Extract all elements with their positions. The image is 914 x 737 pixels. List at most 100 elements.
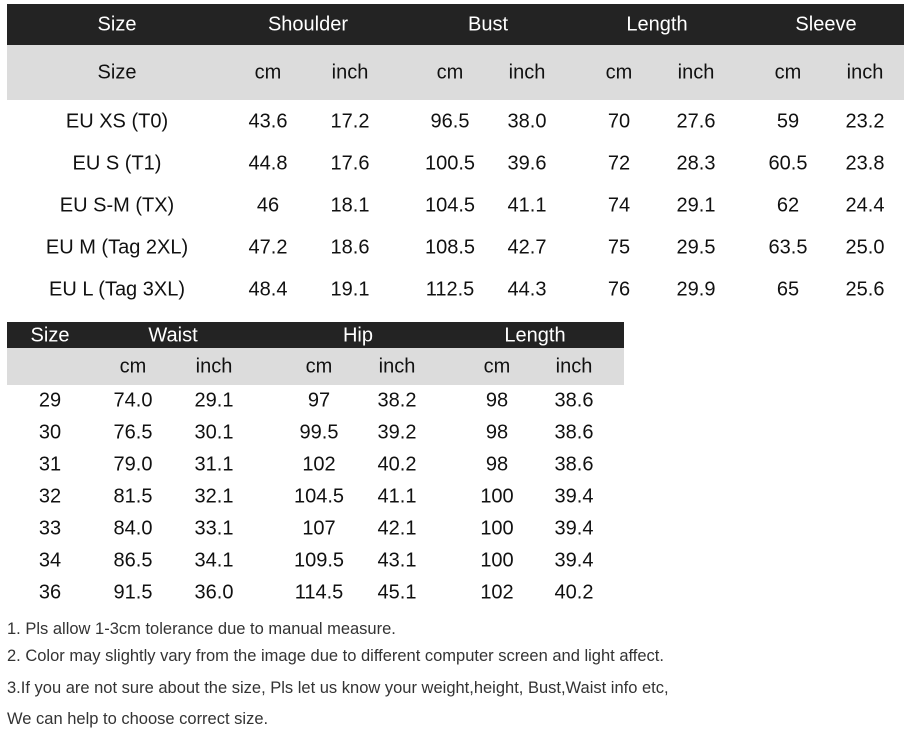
table-cell: 102 bbox=[480, 581, 514, 604]
table-cell: 102 bbox=[302, 453, 336, 476]
table-cell: 74.0 bbox=[113, 389, 153, 412]
column-subheader: cm bbox=[774, 61, 802, 84]
table-cell: 40.2 bbox=[554, 581, 594, 604]
table-cell: 43.1 bbox=[377, 549, 417, 572]
table-cell: 39.4 bbox=[554, 485, 594, 508]
table-cell: 97 bbox=[307, 389, 331, 412]
table-cell: 42.1 bbox=[377, 517, 417, 540]
table-cell: 38.6 bbox=[554, 421, 594, 444]
table-cell: 39.2 bbox=[377, 421, 417, 444]
table-cell: 39.6 bbox=[507, 152, 547, 175]
top-table-subheader-bar bbox=[7, 45, 904, 100]
table-cell: 99.5 bbox=[299, 421, 339, 444]
table-cell: 114.5 bbox=[294, 581, 344, 604]
column-subheader: inch bbox=[846, 61, 884, 84]
column-group-header: Length bbox=[504, 324, 566, 347]
table-cell: 86.5 bbox=[113, 549, 153, 572]
column-subheader: inch bbox=[195, 355, 233, 378]
table-cell: 29 bbox=[38, 389, 62, 412]
table-cell: 36.0 bbox=[194, 581, 234, 604]
table-cell: 107 bbox=[302, 517, 336, 540]
table-cell: 34.1 bbox=[194, 549, 234, 572]
table-cell: 29.1 bbox=[194, 389, 234, 412]
table-cell: 63.5 bbox=[768, 236, 808, 259]
table-cell: EU L (Tag 3XL) bbox=[49, 278, 185, 301]
table-cell: 39.4 bbox=[554, 549, 594, 572]
table-cell: 100.5 bbox=[424, 152, 476, 175]
column-group-header: Size bbox=[97, 13, 137, 36]
table-cell: 34 bbox=[38, 549, 62, 572]
table-cell: 25.0 bbox=[845, 236, 885, 259]
table-cell: 38.6 bbox=[554, 453, 594, 476]
table-cell: 29.1 bbox=[676, 194, 716, 217]
table-cell: EU M (Tag 2XL) bbox=[45, 236, 189, 259]
table-cell: 17.6 bbox=[330, 152, 370, 175]
table-cell: 98 bbox=[485, 453, 509, 476]
table-cell: 59 bbox=[776, 110, 800, 133]
note-1: 1. Pls allow 1-3cm tolerance due to manu… bbox=[7, 620, 396, 638]
table-cell: 104.5 bbox=[424, 194, 476, 217]
table-cell: 79.0 bbox=[113, 453, 153, 476]
table-cell: 32 bbox=[38, 485, 62, 508]
table-cell: 24.4 bbox=[845, 194, 885, 217]
table-cell: 96.5 bbox=[430, 110, 470, 133]
column-subheader: inch bbox=[378, 355, 416, 378]
column-group-header: Hip bbox=[342, 324, 374, 347]
column-subheader: cm bbox=[483, 355, 511, 378]
column-subheader: inch bbox=[508, 61, 546, 84]
table-cell: 39.4 bbox=[554, 517, 594, 540]
table-cell: 29.9 bbox=[676, 278, 716, 301]
column-group-header: Sleeve bbox=[795, 13, 857, 36]
table-cell: 36 bbox=[38, 581, 62, 604]
table-cell: 38.6 bbox=[554, 389, 594, 412]
table-cell: 100 bbox=[480, 485, 514, 508]
column-group-header: Waist bbox=[148, 324, 198, 347]
bottom-table-header-bar bbox=[7, 322, 624, 348]
table-cell: 108.5 bbox=[424, 236, 476, 259]
table-cell: 23.2 bbox=[845, 110, 885, 133]
table-cell: 60.5 bbox=[768, 152, 808, 175]
table-cell: 42.7 bbox=[507, 236, 547, 259]
table-cell: 28.3 bbox=[676, 152, 716, 175]
table-cell: 19.1 bbox=[330, 278, 370, 301]
table-cell: 98 bbox=[485, 421, 509, 444]
table-cell: 17.2 bbox=[330, 110, 370, 133]
table-cell: 32.1 bbox=[194, 485, 234, 508]
table-cell: 109.5 bbox=[293, 549, 345, 572]
table-cell: 76 bbox=[607, 278, 631, 301]
column-subheader: inch bbox=[677, 61, 715, 84]
table-cell: 74 bbox=[607, 194, 631, 217]
column-subheader: inch bbox=[555, 355, 593, 378]
table-cell: 33 bbox=[38, 517, 62, 540]
table-cell: 25.6 bbox=[845, 278, 885, 301]
table-cell: 47.2 bbox=[248, 236, 288, 259]
table-cell: 40.2 bbox=[377, 453, 417, 476]
table-cell: 70 bbox=[607, 110, 631, 133]
table-cell: 76.5 bbox=[113, 421, 153, 444]
note-3: 3.If you are not sure about the size, Pl… bbox=[7, 679, 669, 697]
column-subheader: cm bbox=[436, 61, 464, 84]
table-cell: 30.1 bbox=[194, 421, 234, 444]
table-cell: EU S-M (TX) bbox=[59, 194, 175, 217]
table-cell: 44.8 bbox=[248, 152, 288, 175]
table-cell: 29.5 bbox=[676, 236, 716, 259]
column-subheader: cm bbox=[605, 61, 633, 84]
table-cell: EU S (T1) bbox=[72, 152, 162, 175]
table-cell: 72 bbox=[607, 152, 631, 175]
table-cell: 100 bbox=[480, 517, 514, 540]
table-cell: 112.5 bbox=[425, 278, 475, 301]
column-subheader: inch bbox=[331, 61, 369, 84]
table-cell: 100 bbox=[480, 549, 514, 572]
table-cell: EU XS (T0) bbox=[65, 110, 169, 133]
table-cell: 41.1 bbox=[377, 485, 417, 508]
table-cell: 44.3 bbox=[507, 278, 547, 301]
bottom-table-subheader-bar bbox=[7, 348, 624, 385]
table-cell: 30 bbox=[38, 421, 62, 444]
top-table-header-bar bbox=[7, 4, 904, 45]
table-cell: 31.1 bbox=[194, 453, 234, 476]
table-cell: 18.6 bbox=[330, 236, 370, 259]
table-cell: 18.1 bbox=[330, 194, 370, 217]
table-cell: 91.5 bbox=[113, 581, 153, 604]
table-cell: 41.1 bbox=[507, 194, 547, 217]
